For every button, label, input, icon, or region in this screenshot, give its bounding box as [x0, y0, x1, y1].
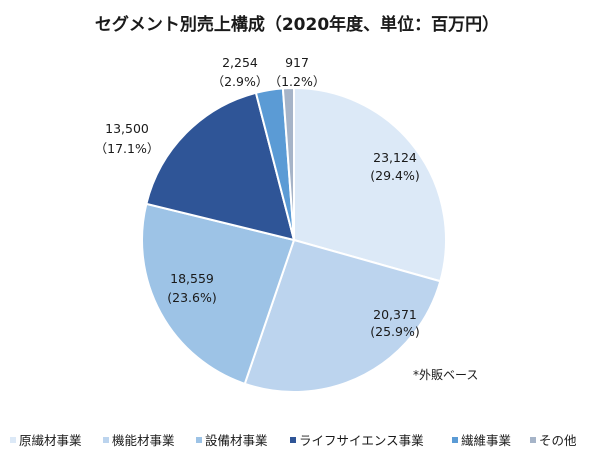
percent-label-6: （1.2%） [269, 74, 326, 89]
percent-label-2: (25.9%) [370, 324, 419, 339]
pie-slice-1 [293, 86, 447, 283]
legend-swatch-4 [290, 437, 296, 443]
legend: 原繊材事業 機能材事業 設備材事業 ライフサイエンス事業 繊維事業 その他 [10, 433, 577, 448]
legend-label-3: 設備材事業 [205, 433, 268, 448]
legend-swatch-2 [103, 437, 109, 443]
pie-slice-4 [145, 91, 296, 242]
legend-swatch-1 [10, 437, 16, 443]
pie-slice-2 [243, 238, 442, 393]
legend-swatch-6 [530, 437, 536, 443]
data-labels: 23,124 (29.4%) 20,371 (25.9%) 18,559 (23.6%) 1… [95, 55, 420, 339]
footnote: *外販ベース [413, 368, 478, 382]
value-label-6: 917 [285, 55, 309, 70]
legend-label-1: 原繊材事業 [19, 433, 82, 448]
legend-label-2: 機能材事業 [112, 433, 175, 448]
value-label-3: 18,559 [170, 271, 214, 286]
percent-label-5: （2.9%） [212, 74, 269, 89]
legend-swatch-3 [196, 437, 202, 443]
chart-title: セグメント別売上構成（2020年度、単位：百万円） [95, 14, 499, 35]
pie-slices [141, 86, 447, 393]
value-label-5: 2,254 [222, 55, 258, 70]
legend-label-5: 繊維事業 [461, 433, 512, 448]
legend-label-4: ライフサイエンス事業 [299, 433, 424, 448]
pie-slice-3 [141, 202, 296, 386]
pie-slice-6 [281, 86, 295, 241]
percent-label-4: （17.1%） [95, 141, 160, 156]
value-label-2: 20,371 [373, 307, 417, 322]
percent-label-1: (29.4%) [370, 168, 419, 183]
percent-label-3: (23.6%) [167, 290, 216, 305]
value-label-1: 23,124 [373, 150, 417, 165]
legend-swatch-5 [452, 437, 458, 443]
legend-label-6: その他 [539, 433, 577, 448]
value-label-4: 13,500 [105, 121, 149, 136]
